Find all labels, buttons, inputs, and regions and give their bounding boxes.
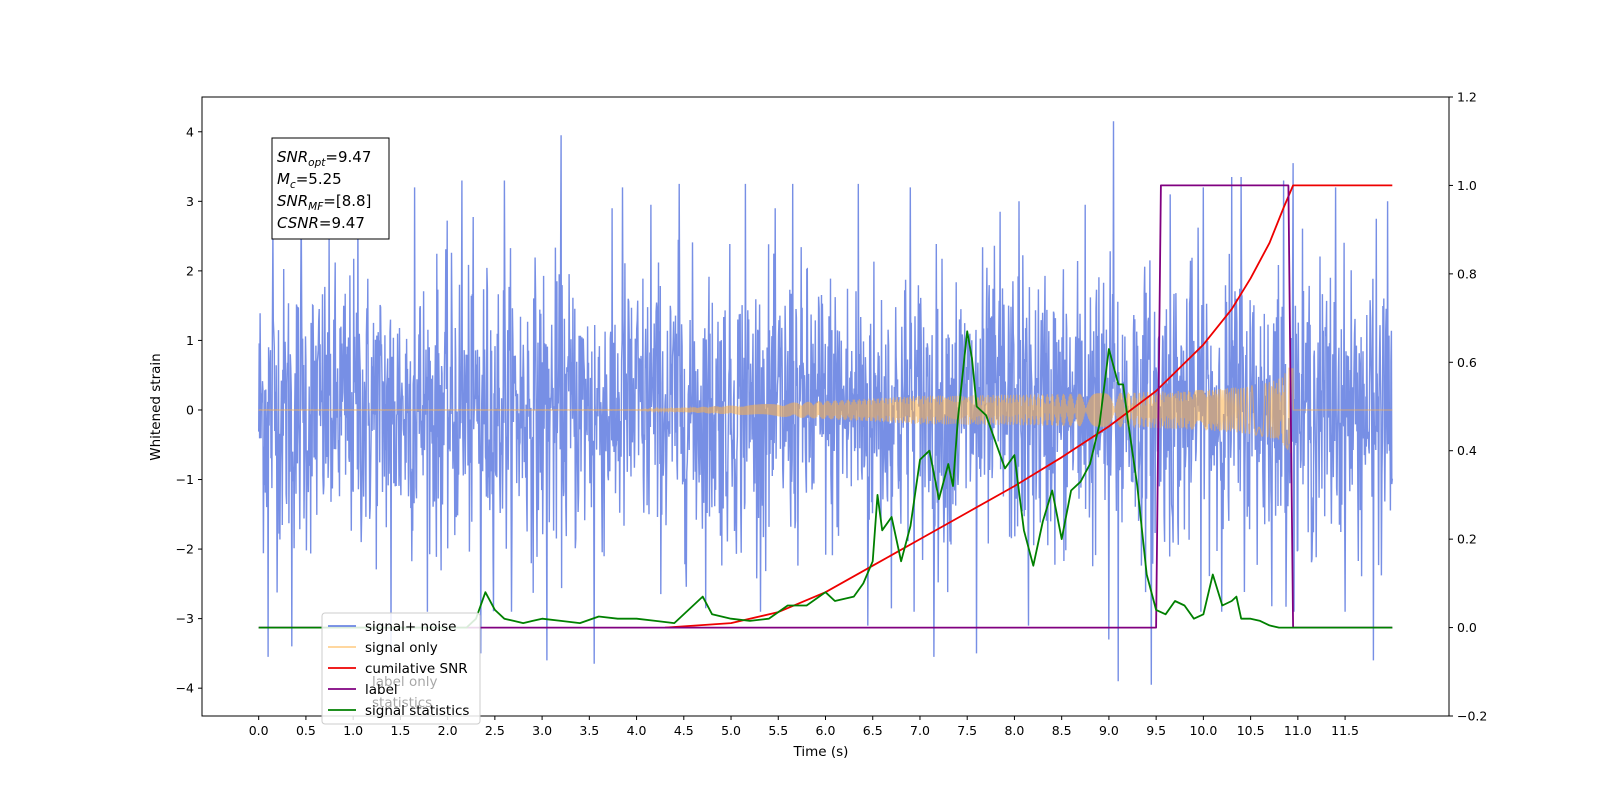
x-tick-label: 3.0 bbox=[532, 723, 552, 738]
x-tick-label: 3.5 bbox=[579, 723, 599, 738]
x-tick-label: 8.0 bbox=[1004, 723, 1024, 738]
y-tick-label: 2 bbox=[186, 263, 194, 278]
legend-label: cumilative SNR bbox=[365, 661, 468, 677]
x-tick-label: 7.5 bbox=[957, 723, 977, 738]
annotation-symbol: M bbox=[277, 170, 290, 188]
x-axis-ticks: 0.0 0.5 1.0 1.5 2.0 2.5 3.0 3.5 4.0 4.5 5.0 5.5 6.0 6… bbox=[249, 716, 1359, 738]
legend-frame bbox=[321, 612, 481, 725]
x-tick-label: 5.5 bbox=[768, 723, 788, 738]
x-tick-label: 1.0 bbox=[343, 723, 363, 738]
legend-label: label bbox=[365, 682, 398, 698]
x-tick-label: 0.5 bbox=[296, 723, 316, 738]
y2-tick-label: 0.8 bbox=[1457, 266, 1477, 281]
x-tick-label: 6.5 bbox=[863, 723, 883, 738]
y2-tick-label: 0.2 bbox=[1457, 532, 1477, 547]
x-tick-label: 11.5 bbox=[1331, 723, 1359, 738]
y-tick-label: 0 bbox=[186, 402, 194, 417]
x-tick-label: 11.0 bbox=[1284, 723, 1312, 738]
y2-tick-label: 1.0 bbox=[1457, 178, 1477, 193]
x-tick-label: 2.0 bbox=[438, 723, 458, 738]
annotation-line: SNRMF=[8.8] bbox=[277, 192, 371, 213]
y-axis-ticks: −4 −3 −2 −1 0 1 2 3 4 bbox=[176, 124, 202, 696]
annotation-symbol: SNR bbox=[277, 148, 308, 166]
y2-tick-label: 0.6 bbox=[1457, 355, 1477, 370]
x-axis-label: Time (s) bbox=[793, 744, 849, 760]
x-tick-label: 2.5 bbox=[485, 723, 505, 738]
x-tick-label: 4.0 bbox=[627, 723, 647, 738]
annotation-subscript: MF bbox=[308, 201, 324, 213]
series-signal-noise bbox=[258, 121, 1393, 685]
y-tick-label: −4 bbox=[176, 681, 194, 696]
annotation-line: Mc=5.25 bbox=[277, 170, 342, 191]
annotation-value: =5.25 bbox=[296, 170, 342, 188]
y2-tick-label: 0.0 bbox=[1457, 620, 1477, 635]
annotation-value: =9.47 bbox=[325, 148, 371, 166]
y2-tick-label: −0.2 bbox=[1457, 709, 1487, 724]
x-tick-label: 0.0 bbox=[249, 723, 269, 738]
annotation-line: SNRopt=9.47 bbox=[277, 148, 371, 169]
annotation-symbol: SNR bbox=[277, 192, 308, 210]
annotation-line: CSNR=9.47 bbox=[277, 214, 365, 232]
annotation-value: =9.47 bbox=[319, 214, 365, 232]
y-tick-label: 4 bbox=[186, 124, 194, 139]
series-layer bbox=[258, 121, 1393, 685]
annotation-subscript: opt bbox=[308, 157, 326, 169]
legend-label: signal statistics bbox=[365, 703, 469, 719]
y-tick-label: −3 bbox=[176, 611, 194, 626]
y-tick-label: 1 bbox=[186, 333, 194, 348]
y-tick-label: −2 bbox=[176, 542, 194, 557]
annotation-symbol: CSNR bbox=[277, 214, 319, 232]
y2-tick-label: 1.2 bbox=[1457, 90, 1477, 105]
legend-ghost-label: label only bbox=[372, 674, 438, 690]
x-tick-label: 8.5 bbox=[1052, 723, 1072, 738]
legend-label: signal only bbox=[365, 640, 438, 656]
series-signal-only bbox=[258, 367, 1393, 453]
x-tick-label: 9.5 bbox=[1146, 723, 1166, 738]
legend-label: signal+ noise bbox=[365, 619, 456, 635]
y2-tick-label: 0.4 bbox=[1457, 443, 1477, 458]
x-tick-label: 1.5 bbox=[390, 723, 410, 738]
x-tick-label: 4.5 bbox=[674, 723, 694, 738]
x-tick-label: 6.0 bbox=[816, 723, 836, 738]
legend-ghost-label: statistics bbox=[372, 695, 432, 711]
x-tick-label: 7.0 bbox=[910, 723, 930, 738]
annotation-value: =[8.8] bbox=[323, 192, 371, 210]
legend: label only statistics signal+ noise signal … bbox=[321, 612, 481, 725]
series-signal-statistics bbox=[258, 330, 1393, 629]
x-tick-label: 10.0 bbox=[1189, 723, 1217, 738]
x-tick-label: 9.0 bbox=[1099, 723, 1119, 738]
y-axis-label: Whitened strain bbox=[148, 353, 164, 460]
y-tick-label: −1 bbox=[176, 472, 194, 487]
x-tick-label: 5.0 bbox=[721, 723, 741, 738]
annotation-subscript: c bbox=[290, 179, 296, 191]
y-tick-label: 3 bbox=[186, 194, 194, 209]
annotation-frame bbox=[271, 137, 390, 240]
x-tick-label: 10.5 bbox=[1237, 723, 1265, 738]
y2-axis-ticks: −0.2 0.0 0.2 0.4 0.6 0.8 1.0 1.2 bbox=[1449, 90, 1487, 724]
